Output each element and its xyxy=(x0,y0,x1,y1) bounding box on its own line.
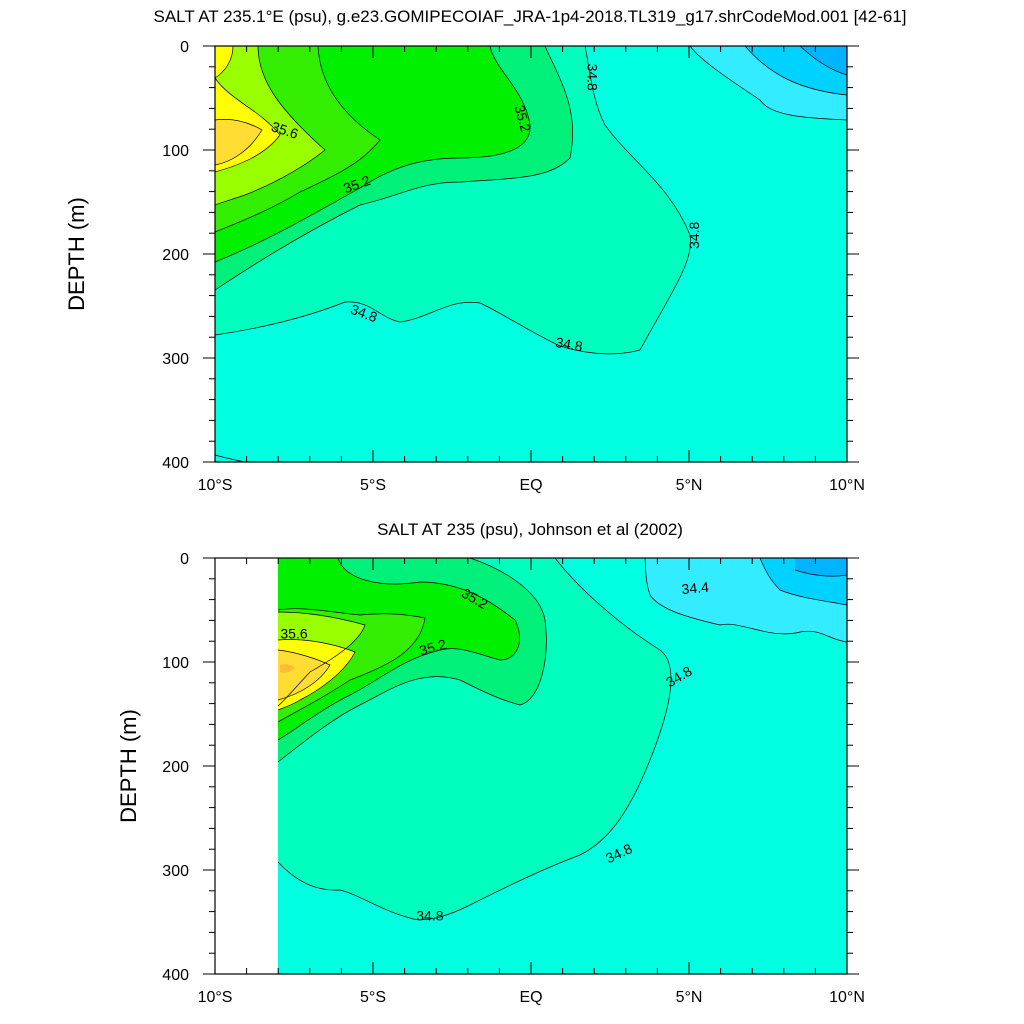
y-tick-label: 300 xyxy=(162,351,189,368)
panel-model: SALT AT 235.1°E (psu), g.e23.GOMIPECOIAF… xyxy=(64,7,907,494)
contour-label: 34.4 xyxy=(681,579,710,597)
x-tick-label: 5°S xyxy=(360,989,386,1006)
salinity-band-34.0 xyxy=(795,558,847,577)
y-axis-title: DEPTH (m) xyxy=(116,709,141,823)
x-tick-label: 5°S xyxy=(360,477,386,494)
y-tick-label: 100 xyxy=(162,655,189,672)
y-tick-label: 400 xyxy=(162,967,189,984)
x-tick-label: 5°N xyxy=(676,989,703,1006)
y-tick-label: 0 xyxy=(180,551,189,568)
contour-fill xyxy=(215,46,847,462)
contour-label: 34.8 xyxy=(584,64,600,91)
y-tick-label: 400 xyxy=(162,455,189,472)
contour-label: 34.8 xyxy=(416,908,443,924)
salinity-band-36.0 xyxy=(215,119,262,165)
contour-label: 35.6 xyxy=(280,626,307,642)
x-tick-label: 10°S xyxy=(198,989,233,1006)
contour-label: 34.8 xyxy=(554,334,584,355)
panel-title: SALT AT 235 (psu), Johnson et al (2002) xyxy=(377,520,683,539)
y-tick-label: 100 xyxy=(162,143,189,160)
x-tick-label: EQ xyxy=(519,477,542,494)
axis-ticks: 10°S 5°S EQ 5°N 10°N 0 100 200 300 400 xyxy=(162,39,865,494)
x-tick-label: 10°N xyxy=(829,477,865,494)
y-tick-label: 200 xyxy=(162,247,189,264)
contour-label: 35.2 xyxy=(417,636,448,659)
y-tick-label: 0 xyxy=(180,39,189,56)
x-tick-label: 10°S xyxy=(198,477,233,494)
salinity-band-36.2 xyxy=(280,664,295,673)
panel-observations: SALT AT 235 (psu), Johnson et al (2002) xyxy=(116,520,865,1006)
panel-title: SALT AT 235.1°E (psu), g.e23.GOMIPECOIAF… xyxy=(153,7,906,26)
salinity-band-36.0 xyxy=(278,650,330,700)
contour-label: 35.2 xyxy=(512,103,535,134)
salinity-band-34.0 xyxy=(800,46,847,75)
y-tick-label: 200 xyxy=(162,759,189,776)
x-tick-label: EQ xyxy=(519,989,542,1006)
contour-fill xyxy=(278,558,847,974)
y-tick-label: 300 xyxy=(162,863,189,880)
x-tick-label: 5°N xyxy=(676,477,703,494)
contour-lines xyxy=(278,558,847,921)
y-axis-title: DEPTH (m) xyxy=(64,197,89,311)
x-tick-label: 10°N xyxy=(829,989,865,1006)
contour-labels: 35.635.235.234.834.834.834.8 xyxy=(269,64,702,355)
axis-ticks: 10°S 5°S EQ 5°N 10°N 0 100 200 300 400 xyxy=(162,551,865,1006)
contour-label: 34.8 xyxy=(686,221,702,248)
contour-lines xyxy=(215,46,847,462)
